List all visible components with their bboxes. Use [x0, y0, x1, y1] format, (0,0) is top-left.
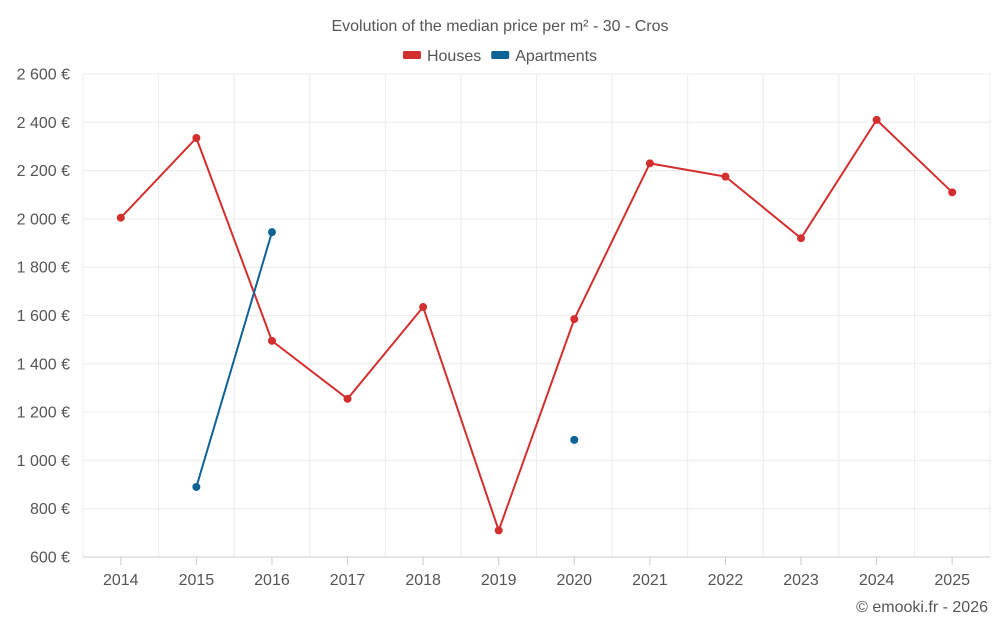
data-point-houses [721, 172, 730, 181]
series-line-houses [120, 118, 953, 532]
x-axis: 2014 2015 2016 2017 2018 2019 2020 2021 2022 2023… [83, 556, 990, 589]
y-tick-label: 1 600 € [17, 308, 70, 325]
legend-item-apartments: Apartments [491, 48, 597, 65]
series-layer [116, 115, 957, 535]
chart-title: Evolution of the median price per m² - 3… [331, 18, 668, 35]
x-tick-label: 2019 [481, 572, 517, 589]
data-point-apartments [192, 482, 201, 491]
legend-item-houses: Houses [402, 48, 481, 65]
data-point-houses [948, 188, 957, 197]
x-tick-label: 2017 [330, 572, 366, 589]
data-point-apartments [267, 228, 276, 237]
x-tick-label: 2022 [708, 572, 744, 589]
y-tick-label: 800 € [30, 501, 70, 518]
data-point-houses [645, 159, 654, 168]
legend-swatch [402, 51, 421, 59]
x-tick-label: 2024 [859, 572, 895, 589]
credit: © emooki.fr - 2026 [856, 599, 988, 616]
x-tick-label: 2025 [934, 572, 970, 589]
data-point-apartments [570, 435, 579, 444]
data-point-houses [419, 303, 428, 312]
data-point-houses [192, 133, 201, 142]
y-tick-label: 2 400 € [17, 115, 70, 132]
y-tick-label: 1 000 € [17, 453, 70, 470]
y-tick-label: 1 200 € [17, 405, 70, 422]
y-axis: 600 € 800 € 1 000 € 1 200 € 1 400 € 1 600 € 1 … [17, 67, 70, 567]
y-tick-label: 1 400 € [17, 356, 70, 373]
y-tick-label: 1 800 € [17, 260, 70, 277]
grid [82, 73, 991, 557]
x-tick-label: 2016 [254, 572, 290, 589]
legend-label: Houses [427, 48, 481, 65]
x-tick-label: 2021 [632, 572, 668, 589]
legend-swatch [491, 51, 510, 59]
data-point-houses [267, 336, 276, 345]
x-tick-label: 2023 [783, 572, 819, 589]
data-point-houses [116, 213, 125, 222]
legend-label: Apartments [515, 48, 597, 65]
y-tick-label: 2 200 € [17, 163, 70, 180]
x-tick-label: 2018 [405, 572, 441, 589]
legend: Houses Apartments [402, 48, 597, 65]
y-tick-label: 2 000 € [17, 211, 70, 228]
data-point-houses [343, 394, 352, 403]
x-tick-label: 2014 [103, 572, 139, 589]
y-tick-label: 600 € [30, 550, 70, 567]
data-point-houses [570, 315, 579, 324]
data-point-houses [797, 234, 806, 243]
x-tick-label: 2015 [179, 572, 215, 589]
data-point-houses [872, 115, 881, 124]
data-point-houses [494, 526, 503, 535]
series-line-apartments [195, 231, 273, 488]
y-tick-label: 2 600 € [17, 67, 70, 84]
x-tick-label: 2020 [556, 572, 592, 589]
